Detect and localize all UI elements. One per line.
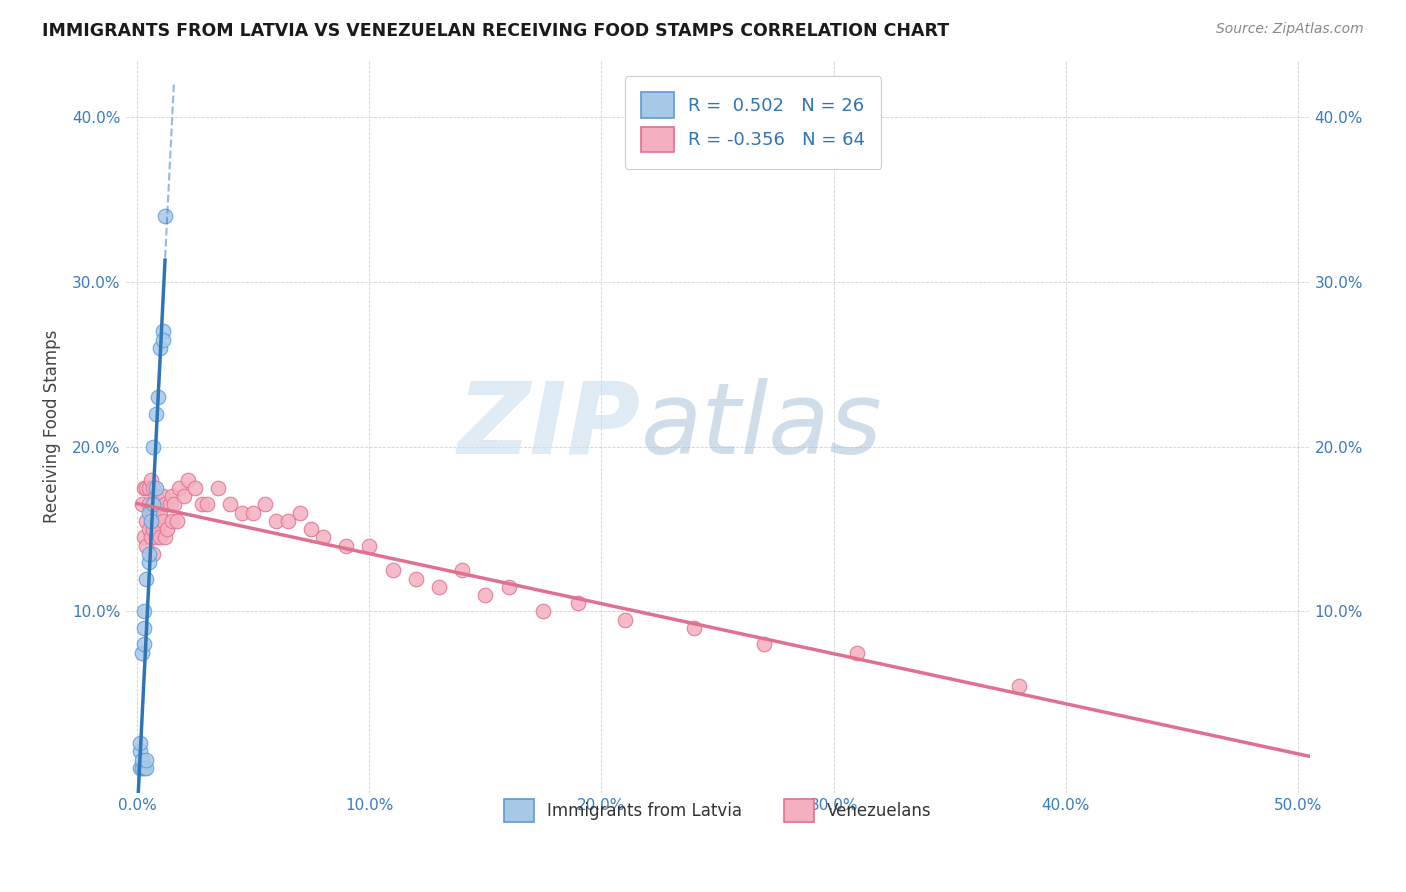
Text: atlas: atlas: [641, 377, 882, 475]
Point: [138, 497, 160, 511]
Point: [142, 522, 165, 536]
Point: [163, 497, 186, 511]
Point: [131, 497, 153, 511]
Point: [128, 744, 150, 758]
Point: [138, 481, 160, 495]
Point: [160, 514, 183, 528]
Point: [134, 637, 156, 651]
Point: [359, 539, 381, 553]
Point: [135, 753, 157, 767]
Point: [474, 588, 496, 602]
Point: [184, 481, 207, 495]
Point: [131, 646, 153, 660]
Point: [142, 547, 165, 561]
Point: [128, 761, 150, 775]
Point: [288, 506, 311, 520]
Point: [160, 489, 183, 503]
Point: [135, 761, 157, 775]
Point: [231, 506, 253, 520]
Point: [567, 596, 589, 610]
Point: [266, 514, 288, 528]
Point: [139, 473, 162, 487]
Point: [135, 572, 157, 586]
Point: [405, 572, 427, 586]
Point: [149, 530, 172, 544]
Point: [845, 646, 868, 660]
Point: [139, 506, 162, 520]
Point: [146, 497, 169, 511]
Point: [156, 522, 179, 536]
Text: Source: ZipAtlas.com: Source: ZipAtlas.com: [1216, 22, 1364, 37]
Point: [134, 604, 156, 618]
Point: [145, 481, 167, 495]
Point: [134, 761, 156, 775]
Text: IMMIGRANTS FROM LATVIA VS VENEZUELAN RECEIVING FOOD STAMPS CORRELATION CHART: IMMIGRANTS FROM LATVIA VS VENEZUELAN REC…: [42, 22, 949, 40]
Point: [146, 390, 169, 404]
Point: [145, 514, 167, 528]
Point: [134, 621, 156, 635]
Point: [752, 637, 775, 651]
Point: [134, 481, 156, 495]
Point: [191, 497, 214, 511]
Point: [613, 613, 636, 627]
Point: [533, 604, 555, 618]
Point: [427, 580, 450, 594]
Text: ZIP: ZIP: [457, 377, 641, 475]
Point: [312, 530, 335, 544]
Point: [177, 473, 200, 487]
Point: [149, 506, 172, 520]
Point: [138, 522, 160, 536]
Point: [142, 497, 165, 511]
Point: [153, 209, 176, 223]
Point: [142, 440, 165, 454]
Point: [277, 514, 299, 528]
Point: [498, 580, 520, 594]
Point: [152, 489, 174, 503]
Point: [683, 621, 706, 635]
Point: [139, 514, 162, 528]
Point: [145, 530, 167, 544]
Point: [335, 539, 357, 553]
Point: [167, 481, 190, 495]
Point: [149, 341, 172, 355]
Point: [451, 563, 474, 577]
Point: [152, 325, 174, 339]
Point: [153, 497, 176, 511]
Point: [152, 333, 174, 347]
Point: [381, 563, 404, 577]
Point: [134, 530, 156, 544]
Point: [1008, 679, 1031, 693]
Point: [145, 407, 167, 421]
Point: [152, 514, 174, 528]
Point: [135, 539, 157, 553]
Point: [299, 522, 322, 536]
Point: [131, 761, 153, 775]
Point: [166, 514, 188, 528]
Point: [207, 481, 229, 495]
Point: [131, 753, 153, 767]
Point: [135, 481, 157, 495]
Point: [138, 555, 160, 569]
Point: [146, 522, 169, 536]
Point: [128, 736, 150, 750]
Point: [142, 506, 165, 520]
Point: [153, 530, 176, 544]
Point: [135, 514, 157, 528]
Point: [242, 506, 264, 520]
Point: [173, 489, 195, 503]
Point: [138, 547, 160, 561]
Legend: Immigrants from Latvia, Venezuelans: Immigrants from Latvia, Venezuelans: [491, 785, 945, 836]
Y-axis label: Receiving Food Stamps: Receiving Food Stamps: [44, 329, 60, 523]
Point: [159, 497, 181, 511]
Point: [145, 489, 167, 503]
Point: [195, 497, 218, 511]
Point: [253, 497, 276, 511]
Point: [219, 497, 242, 511]
Point: [139, 530, 162, 544]
Point: [142, 481, 165, 495]
Point: [138, 506, 160, 520]
